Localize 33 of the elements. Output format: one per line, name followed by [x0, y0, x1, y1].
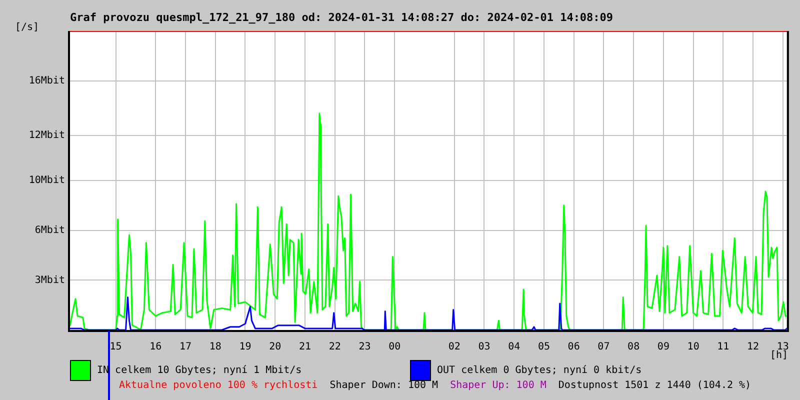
x-tick-label: 03 — [478, 342, 490, 353]
y-tick-label: 6Mbit — [34, 224, 65, 236]
chart-title: Graf provozu quesmpl_172_21_97_180 od: 2024-01-31 14:08:27 do: 2024-02-01 14:08:09 — [70, 11, 614, 24]
x-tick-label: 22 — [328, 342, 341, 353]
x-tick-label: 06 — [568, 342, 580, 353]
x-tick-label: 17 — [179, 342, 192, 353]
y-axis-title: [/s] — [15, 22, 40, 34]
x-tick-label: 12 — [747, 342, 760, 353]
x-tick-label: 16 — [150, 342, 162, 353]
x-tick-label: 02 — [448, 342, 460, 353]
text: Shaper Up: 100 M — [450, 380, 546, 392]
y-tick-label: 12Mbit — [28, 130, 65, 141]
text: Aktualne povoleno 100 % rychlosti — [119, 380, 318, 392]
x-tick-label: 05 — [538, 342, 550, 353]
x-tick-label: 21 — [298, 342, 312, 353]
x-tick-label: 23 — [358, 342, 371, 353]
text: Shaper Down: 100 M — [330, 380, 438, 392]
x-tick-label: 07 — [598, 342, 610, 353]
text: Dostupnost 1501 z 1440 (104.2 %) — [558, 380, 752, 392]
y-tick-label: 10Mbit — [28, 175, 65, 186]
x-tick-label: 00 — [388, 342, 401, 353]
x-tick-label: 20 — [269, 342, 282, 353]
x-tick-label: 19 — [239, 342, 252, 353]
x-tick-label: 09 — [657, 342, 670, 353]
x-tick-label: 18 — [209, 342, 222, 353]
x-tick-label: 15 — [110, 342, 122, 353]
x-tick-label: 10 — [687, 342, 700, 353]
y-tick-label: 3Mbit — [34, 274, 65, 286]
y-tick-label: 16Mbit — [28, 75, 65, 86]
legend-label: OUT celkem 0 Gbytes; nyní 0 kbit/s — [437, 364, 642, 376]
x-tick-label: 11 — [717, 342, 730, 353]
x-tick-label: 08 — [628, 342, 640, 353]
x-tick-label: 04 — [508, 342, 520, 353]
